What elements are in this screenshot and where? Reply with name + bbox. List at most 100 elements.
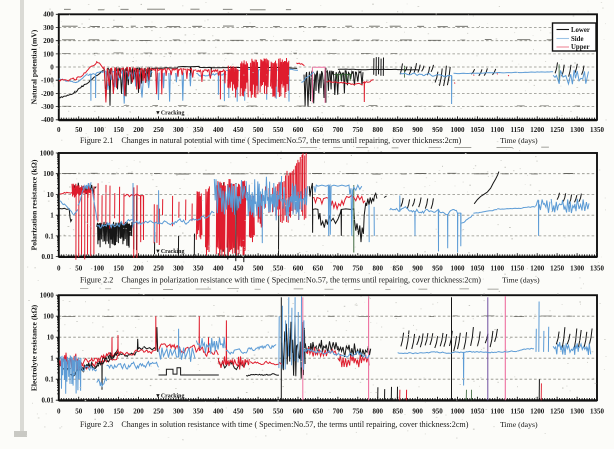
svg-text:Natural potential (mV): Natural potential (mV) <box>30 29 39 104</box>
svg-text:1200: 1200 <box>530 408 545 416</box>
svg-text:1: 1 <box>50 355 54 363</box>
svg-text:850: 850 <box>392 408 403 416</box>
svg-text:Polarization resistance (kΩ): Polarization resistance (kΩ) <box>30 159 39 250</box>
svg-text:100: 100 <box>93 408 104 416</box>
svg-text:Time (days): Time (days) <box>500 136 538 145</box>
svg-text:550: 550 <box>273 408 284 416</box>
svg-text:10: 10 <box>47 334 55 342</box>
svg-text:1100: 1100 <box>490 408 504 416</box>
svg-text:650: 650 <box>313 126 324 134</box>
svg-text:1000: 1000 <box>451 408 466 416</box>
svg-text:350: 350 <box>193 265 204 273</box>
svg-text:200: 200 <box>133 265 144 273</box>
svg-text:Figure 2.2 Changes in polar: Figure 2.2 Changes in polarization resis… <box>80 276 481 285</box>
svg-text:1350: 1350 <box>590 265 605 273</box>
svg-text:500: 500 <box>253 126 264 134</box>
svg-text:1: 1 <box>50 212 54 220</box>
svg-text:1300: 1300 <box>570 265 585 273</box>
svg-text:1050: 1050 <box>470 265 485 273</box>
svg-text:1100: 1100 <box>490 265 504 273</box>
svg-text:100: 100 <box>93 265 104 273</box>
svg-text:900: 900 <box>412 126 423 134</box>
svg-text:550: 550 <box>273 126 284 134</box>
svg-text:650: 650 <box>313 408 324 416</box>
svg-text:450: 450 <box>233 126 244 134</box>
svg-text:1150: 1150 <box>510 408 524 416</box>
svg-text:1000: 1000 <box>40 292 55 300</box>
svg-text:Upper: Upper <box>571 44 590 51</box>
svg-text:300: 300 <box>173 265 184 273</box>
svg-text:750: 750 <box>353 126 364 134</box>
svg-text:1350: 1350 <box>590 408 605 416</box>
svg-text:1150: 1150 <box>510 126 524 134</box>
svg-text:Time (days): Time (days) <box>502 276 540 285</box>
svg-text:1250: 1250 <box>550 408 565 416</box>
svg-text:0: 0 <box>57 408 61 416</box>
svg-text:Lower: Lower <box>571 27 590 34</box>
svg-text:100: 100 <box>43 50 54 58</box>
svg-text:Figure 2.3 Changes in solut: Figure 2.3 Changes in solution resistanc… <box>80 420 469 429</box>
svg-text:▼Cracking: ▼Cracking <box>155 110 184 116</box>
svg-text:1000: 1000 <box>40 149 55 157</box>
svg-text:-100: -100 <box>41 77 54 85</box>
svg-text:150: 150 <box>113 408 124 416</box>
svg-text:300: 300 <box>43 24 54 32</box>
svg-text:Figure 2.1 Changes in natur: Figure 2.1 Changes in natural potential … <box>80 136 462 145</box>
svg-text:100: 100 <box>43 170 54 178</box>
svg-text:1200: 1200 <box>530 265 545 273</box>
svg-text:500: 500 <box>253 408 264 416</box>
svg-text:▼Cracking: ▼Cracking <box>155 249 184 255</box>
svg-text:400: 400 <box>43 11 54 19</box>
svg-text:1050: 1050 <box>470 408 485 416</box>
svg-text:1150: 1150 <box>510 265 524 273</box>
svg-text:100: 100 <box>93 126 104 134</box>
svg-text:600: 600 <box>293 126 304 134</box>
svg-text:1000: 1000 <box>451 126 466 134</box>
svg-text:600: 600 <box>293 408 304 416</box>
svg-text:1000: 1000 <box>451 265 466 273</box>
svg-text:900: 900 <box>412 408 423 416</box>
svg-text:50: 50 <box>75 408 83 416</box>
svg-text:10: 10 <box>47 191 55 199</box>
svg-text:0: 0 <box>57 126 61 134</box>
svg-text:700: 700 <box>333 126 344 134</box>
svg-text:50: 50 <box>75 126 83 134</box>
svg-text:250: 250 <box>153 265 164 273</box>
svg-text:700: 700 <box>333 265 344 273</box>
svg-text:600: 600 <box>293 265 304 273</box>
svg-text:300: 300 <box>173 126 184 134</box>
svg-text:450: 450 <box>233 408 244 416</box>
svg-text:-400: -400 <box>41 116 54 124</box>
svg-text:750: 750 <box>353 265 364 273</box>
svg-text:-200: -200 <box>41 90 54 98</box>
svg-text:800: 800 <box>372 126 383 134</box>
svg-text:950: 950 <box>432 265 443 273</box>
svg-text:1200: 1200 <box>530 126 545 134</box>
svg-text:800: 800 <box>372 408 383 416</box>
svg-text:200: 200 <box>133 126 144 134</box>
svg-text:0.01: 0.01 <box>42 253 55 261</box>
svg-text:1250: 1250 <box>550 265 565 273</box>
svg-text:200: 200 <box>43 37 54 45</box>
svg-text:▼Cracking: ▼Cracking <box>155 394 184 400</box>
svg-text:0.1: 0.1 <box>45 232 54 240</box>
svg-text:0: 0 <box>50 64 54 72</box>
svg-text:100: 100 <box>43 313 54 321</box>
svg-text:Time (days): Time (days) <box>500 420 538 429</box>
svg-text:350: 350 <box>193 408 204 416</box>
svg-text:750: 750 <box>353 408 364 416</box>
svg-text:1100: 1100 <box>490 126 504 134</box>
svg-text:250: 250 <box>153 408 164 416</box>
svg-text:400: 400 <box>213 126 224 134</box>
svg-text:150: 150 <box>113 126 124 134</box>
svg-text:200: 200 <box>133 408 144 416</box>
svg-text:1250: 1250 <box>550 126 565 134</box>
svg-text:850: 850 <box>392 265 403 273</box>
svg-text:800: 800 <box>372 265 383 273</box>
svg-text:400: 400 <box>213 408 224 416</box>
svg-text:Electrolyte resistance (kΩ): Electrolyte resistance (kΩ) <box>30 304 39 391</box>
svg-text:950: 950 <box>432 126 443 134</box>
svg-text:250: 250 <box>153 126 164 134</box>
svg-text:950: 950 <box>432 408 443 416</box>
svg-text:Side: Side <box>571 36 583 43</box>
